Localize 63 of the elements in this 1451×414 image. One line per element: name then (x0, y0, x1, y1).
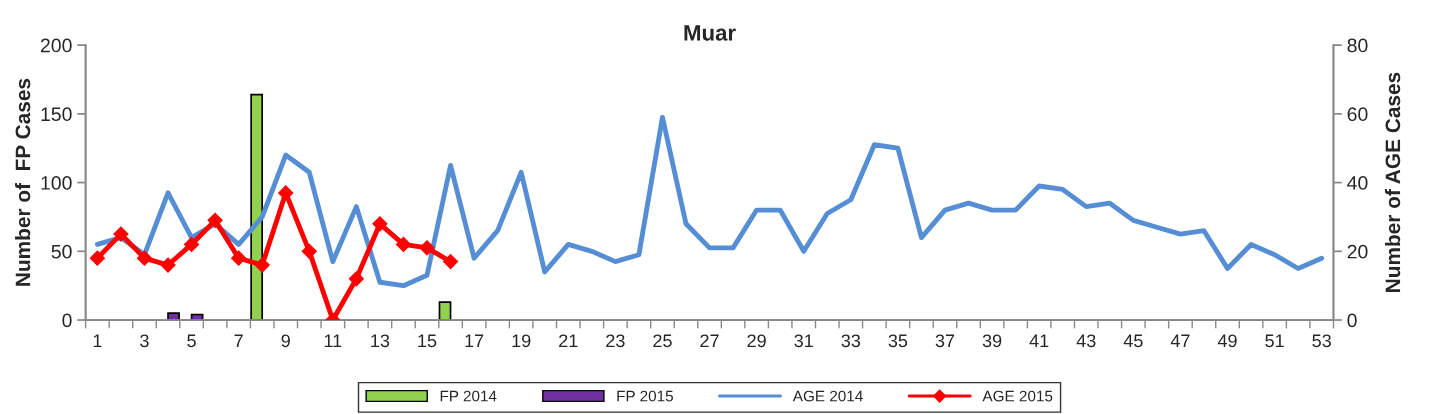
x-tick-label: 29 (747, 334, 766, 348)
x-tick-label: 37 (935, 334, 955, 348)
x-tick-label: 9 (281, 334, 290, 348)
x-tick-label: 23 (606, 334, 625, 348)
legend-label: FP 2014 (440, 390, 497, 402)
point (254, 257, 270, 273)
point (348, 271, 364, 287)
legend-label: AGE 2014 (792, 390, 863, 402)
y2-tick-label: 20 (1347, 244, 1368, 259)
y2-tick-label: 40 (1347, 176, 1368, 190)
legend-label: FP 2015 (617, 390, 673, 402)
point (419, 240, 435, 256)
x-tick-label: 39 (982, 334, 1002, 348)
y2-tick-label: 0 (1347, 313, 1357, 328)
x-tick-label: 45 (1123, 334, 1143, 348)
x-tick-label: 19 (512, 334, 531, 348)
x-tick-label: 49 (1217, 334, 1237, 348)
x-tick-label: 21 (559, 334, 578, 347)
x-tick-label: 15 (418, 334, 437, 348)
x-tick-label: 31 (794, 334, 813, 348)
y2-tick-label: 80 (1347, 38, 1368, 53)
bar (438, 301, 452, 321)
y2-tick-label: 60 (1347, 107, 1368, 122)
x-tick-label: 27 (700, 334, 719, 347)
point (395, 236, 412, 252)
y-tick-label: 150 (41, 107, 72, 122)
point (113, 226, 129, 242)
bar (250, 93, 264, 321)
line-series (94, 114, 1325, 289)
y-axis-title: Number of FP Cases (15, 78, 31, 286)
x-tick-label: 5 (187, 334, 196, 348)
x-tick-label: 41 (1029, 334, 1049, 347)
point (278, 185, 294, 201)
point (231, 250, 247, 266)
point (207, 212, 223, 228)
point (183, 236, 200, 252)
chart-title: Muar (684, 25, 736, 41)
y-tick-label: 100 (41, 176, 72, 190)
point (301, 243, 317, 259)
x-tick-label: 47 (1170, 334, 1190, 347)
x-tick-label: 33 (841, 334, 861, 348)
legend-label: AGE 2015 (982, 390, 1053, 402)
y-tick-label: 200 (40, 38, 72, 53)
x-tick-label: 3 (140, 334, 149, 348)
x-tick-label: 17 (465, 334, 484, 347)
point (136, 250, 153, 266)
point (442, 254, 459, 270)
point (89, 250, 105, 266)
point (372, 216, 388, 232)
bar (167, 312, 180, 321)
y-tick-label: 50 (51, 244, 72, 259)
x-tick-label: 51 (1265, 334, 1284, 348)
point (160, 257, 176, 273)
x-tick-label: 13 (371, 334, 390, 348)
x-tick-label: 25 (653, 334, 672, 348)
x-tick-label: 53 (1312, 334, 1331, 348)
x-tick-label: 11 (324, 334, 342, 347)
x-tick-label: 1 (93, 334, 102, 347)
x-tick-label: 43 (1076, 334, 1096, 348)
y-tick-label: 0 (62, 313, 72, 328)
y2-axis-title: Number of AGE Cases (1384, 72, 1401, 292)
x-tick-label: 7 (234, 334, 243, 347)
x-tick-label: 35 (888, 334, 908, 348)
